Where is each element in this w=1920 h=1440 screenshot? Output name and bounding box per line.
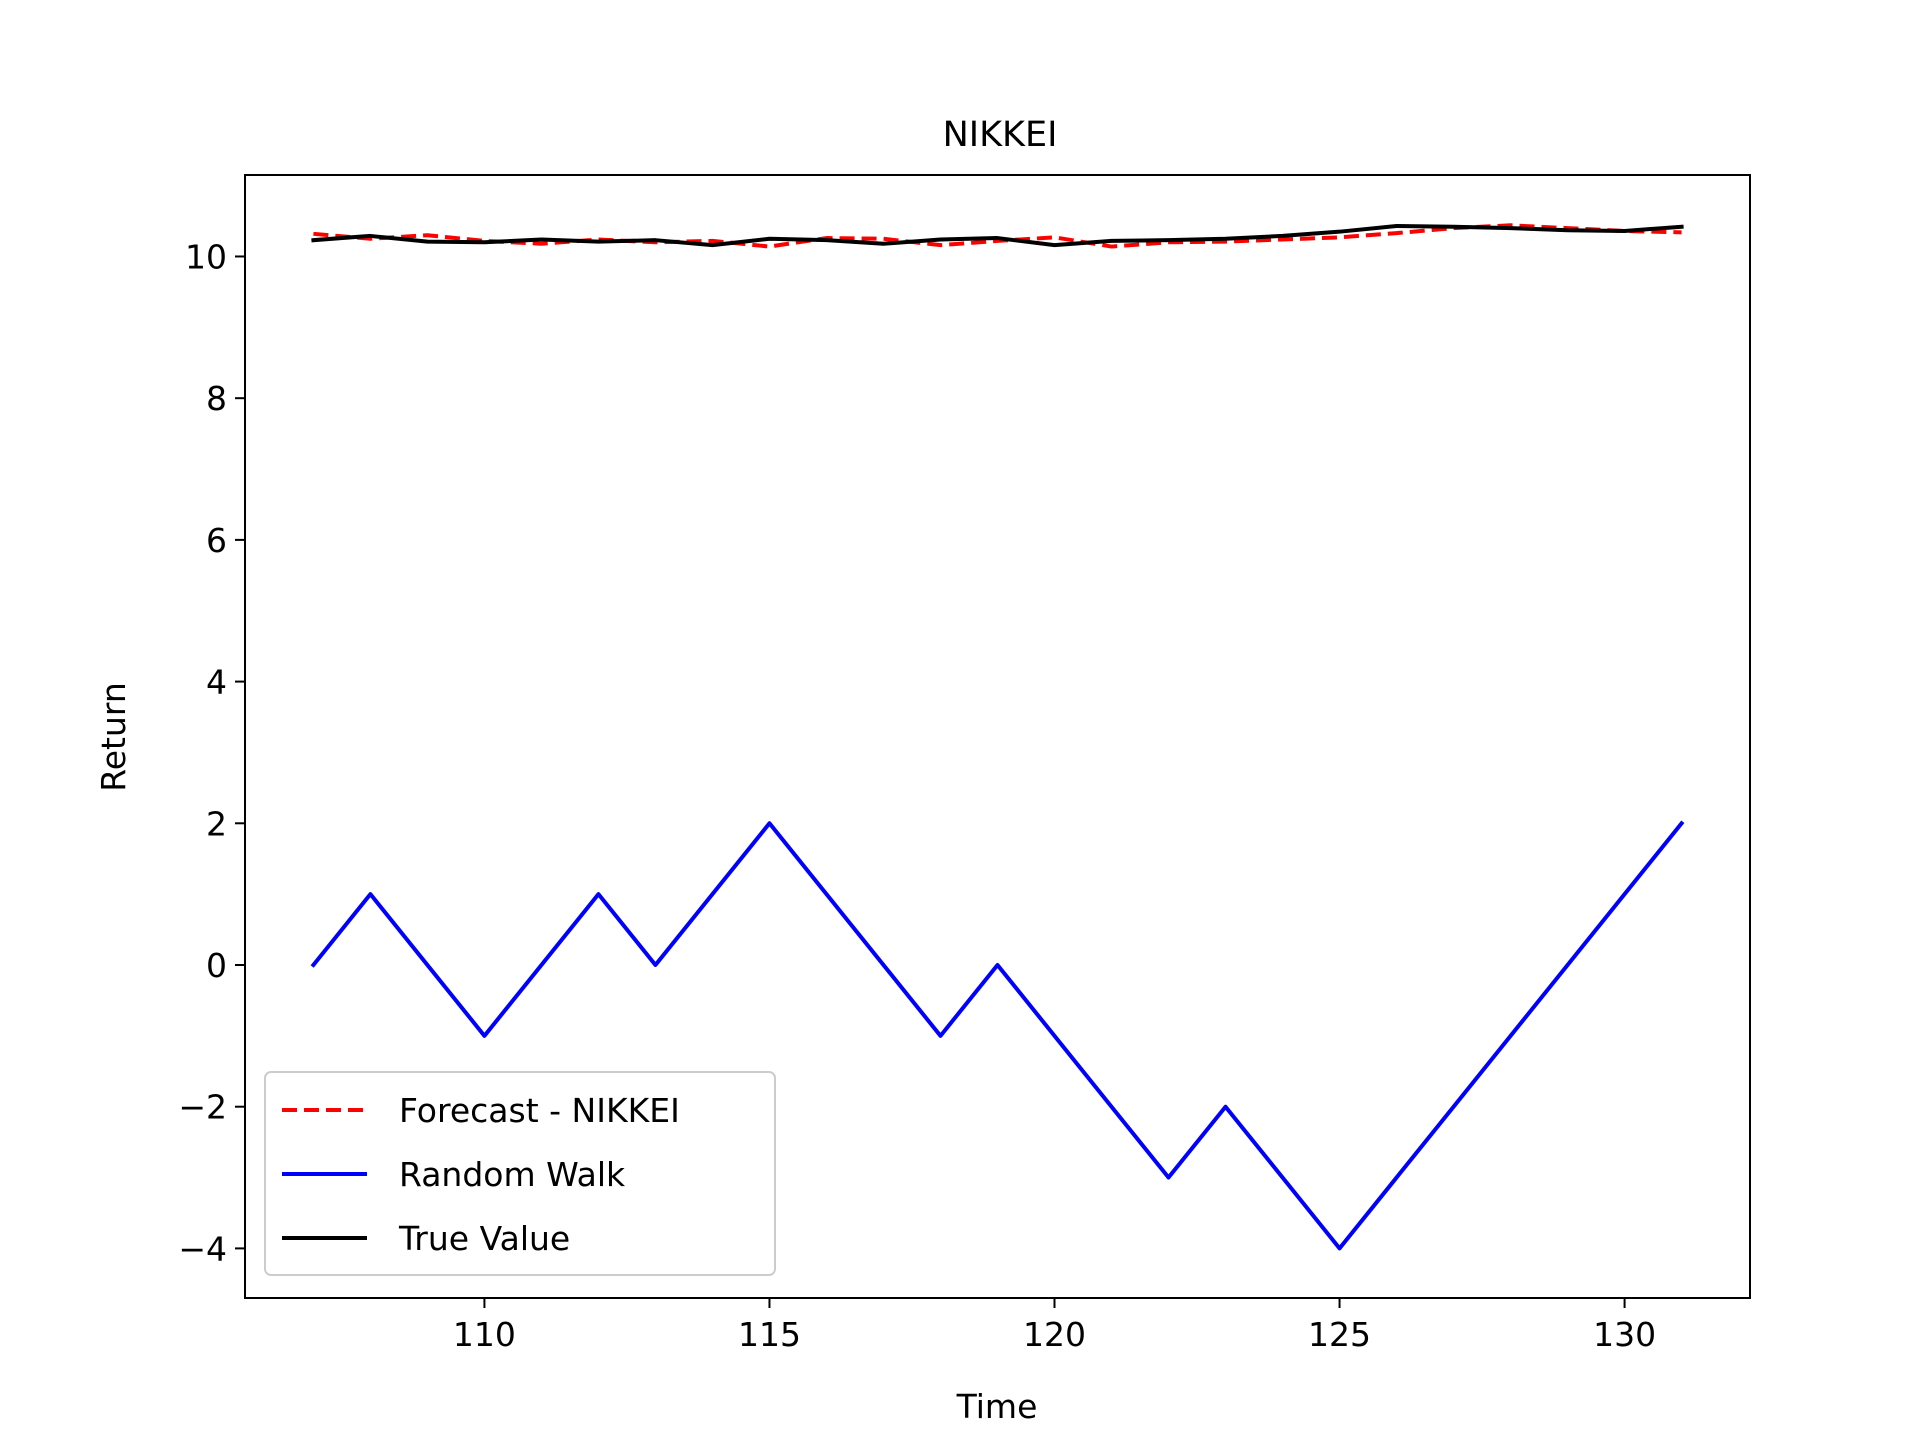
chart-title: NIKKEI xyxy=(943,115,1058,155)
x-tick-label-1: 115 xyxy=(738,1315,801,1354)
legend: Forecast - NIKKEI Random Walk True Value xyxy=(264,1071,776,1276)
series-line-2 xyxy=(311,224,1684,248)
x-tick-label-2: 120 xyxy=(1023,1315,1086,1354)
legend-label-2: True Value xyxy=(398,1219,570,1258)
y-tick-label-3: 2 xyxy=(206,804,227,843)
x-tick-label-4: 130 xyxy=(1593,1315,1656,1354)
x-tick-label-3: 125 xyxy=(1308,1315,1371,1354)
y-axis-label: Return xyxy=(94,682,133,792)
series-line-1 xyxy=(310,820,1685,1251)
y-tick-label-4: 4 xyxy=(206,663,227,702)
x-tick-label-0: 110 xyxy=(453,1315,516,1354)
y-tick-label-5: 6 xyxy=(206,521,227,560)
legend-box xyxy=(264,1071,776,1276)
series-layer xyxy=(310,223,1685,1251)
y-tick-label-6: 8 xyxy=(206,379,227,418)
legend-label-0: Forecast - NIKKEI xyxy=(399,1091,680,1130)
x-axis-label: Time xyxy=(956,1387,1038,1426)
x-axis: 110 115 120 125 130 xyxy=(453,1298,1656,1354)
y-tick-label-1: −2 xyxy=(178,1088,227,1127)
series-line-0 xyxy=(313,223,1682,249)
y-tick-label-7: 10 xyxy=(185,237,227,276)
y-axis: −4 −2 0 2 4 6 8 10 xyxy=(178,237,245,1268)
legend-label-1: Random Walk xyxy=(399,1155,626,1194)
plot-frame xyxy=(244,174,1751,1299)
y-tick-label-2: 0 xyxy=(206,946,227,985)
y-tick-label-0: −4 xyxy=(178,1229,227,1268)
